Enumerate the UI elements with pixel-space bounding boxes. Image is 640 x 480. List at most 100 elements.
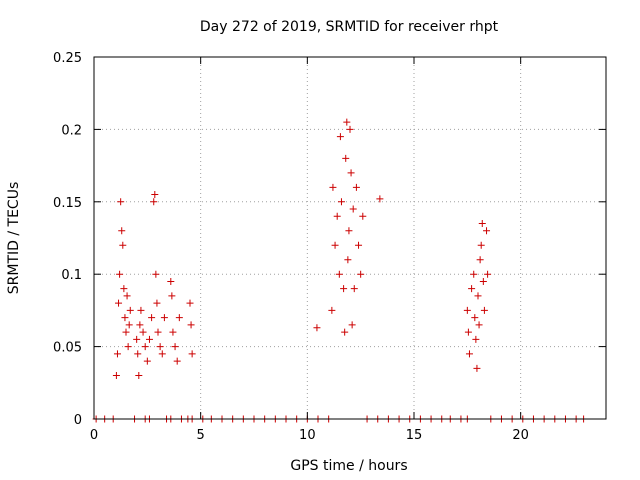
- data-point: [116, 270, 124, 278]
- data-point: [336, 133, 344, 141]
- data-point: [133, 335, 141, 343]
- data-point: [186, 299, 194, 307]
- data-point: [328, 306, 336, 314]
- data-point: [145, 335, 153, 343]
- data-point: [478, 220, 486, 228]
- data-point: [474, 292, 482, 300]
- data-point: [470, 270, 478, 278]
- data-point: [117, 198, 125, 206]
- data-point: [475, 321, 483, 329]
- data-point: [483, 227, 491, 235]
- plot-frame: [93, 56, 607, 420]
- data-point: [350, 285, 358, 293]
- data-point: [122, 328, 130, 336]
- data-point: [121, 314, 129, 322]
- data-point: [167, 277, 175, 285]
- data-point: [112, 372, 120, 380]
- y-tick-label: 0.2: [61, 123, 82, 138]
- grid: [94, 57, 606, 419]
- data-point: [342, 154, 350, 162]
- data-point: [343, 118, 351, 126]
- data-point: [139, 328, 147, 336]
- y-tick-label: 0.1: [61, 268, 82, 283]
- data-point: [345, 227, 353, 235]
- data-point: [341, 328, 349, 336]
- chart-title: Day 272 of 2019, SRMTID for receiver rhp…: [200, 19, 499, 35]
- data-point: [464, 328, 472, 336]
- data-point: [329, 183, 337, 191]
- data-point: [152, 270, 160, 278]
- data-point: [340, 285, 348, 293]
- data-point: [124, 343, 132, 351]
- data-point: [151, 191, 159, 199]
- data-point: [357, 270, 365, 278]
- data-point: [352, 183, 360, 191]
- data-point: [344, 256, 352, 264]
- data-point: [156, 343, 164, 351]
- data-point: [160, 314, 168, 322]
- data-point: [463, 306, 471, 314]
- data-point: [168, 292, 176, 300]
- x-tick-labels: 0 5 10 15 20: [90, 428, 529, 443]
- data-point: [313, 324, 321, 332]
- y-tick-label: 0.05: [53, 341, 82, 356]
- data-point: [126, 306, 134, 314]
- data-point: [337, 198, 345, 206]
- data-point: [476, 256, 484, 264]
- data-point: [120, 285, 128, 293]
- data-point: [187, 321, 195, 329]
- x-tick-label: 10: [299, 428, 316, 443]
- data-point: [136, 321, 144, 329]
- data-point: [123, 292, 131, 300]
- y-axis-title: SRMTID / TECUs: [6, 182, 22, 295]
- data-point: [348, 321, 356, 329]
- data-point: [331, 241, 339, 249]
- x-tick-label: 0: [90, 428, 98, 443]
- data-point: [125, 321, 133, 329]
- data-point: [119, 241, 127, 249]
- data-point: [171, 343, 179, 351]
- data-point: [480, 306, 488, 314]
- data-point: [468, 285, 476, 293]
- ticks: [93, 56, 606, 420]
- data-point: [359, 212, 367, 220]
- data-points: [92, 118, 588, 423]
- data-point: [349, 205, 357, 213]
- data-point: [143, 357, 151, 365]
- data-point: [158, 350, 166, 358]
- data-point: [465, 350, 473, 358]
- x-tick-label: 20: [512, 428, 529, 443]
- data-point: [175, 314, 183, 322]
- data-point: [473, 364, 481, 372]
- data-point: [115, 299, 123, 307]
- data-point: [154, 328, 162, 336]
- data-point: [141, 343, 149, 351]
- data-point: [347, 169, 355, 177]
- data-point: [346, 125, 354, 133]
- x-axis-title: GPS time / hours: [290, 458, 407, 474]
- data-point: [479, 277, 487, 285]
- data-point: [137, 306, 145, 314]
- data-point: [355, 241, 363, 249]
- data-point: [118, 227, 126, 235]
- y-tick-labels: 0 0.05 0.1 0.15 0.2 0.25: [53, 51, 82, 428]
- data-point: [169, 328, 177, 336]
- x-tick-label: 15: [406, 428, 423, 443]
- data-point: [153, 299, 161, 307]
- data-point: [484, 270, 492, 278]
- data-point: [150, 198, 158, 206]
- y-tick-label: 0.25: [53, 51, 82, 66]
- data-point: [134, 350, 142, 358]
- x-tick-label: 5: [197, 428, 205, 443]
- y-tick-label: 0.15: [53, 196, 82, 211]
- data-point: [135, 372, 143, 380]
- data-point: [113, 350, 121, 358]
- y-tick-label: 0: [74, 413, 82, 428]
- data-point: [335, 270, 343, 278]
- data-point: [173, 357, 181, 365]
- data-point: [376, 195, 384, 203]
- data-point: [148, 314, 156, 322]
- data-point: [333, 212, 341, 220]
- data-point: [477, 241, 485, 249]
